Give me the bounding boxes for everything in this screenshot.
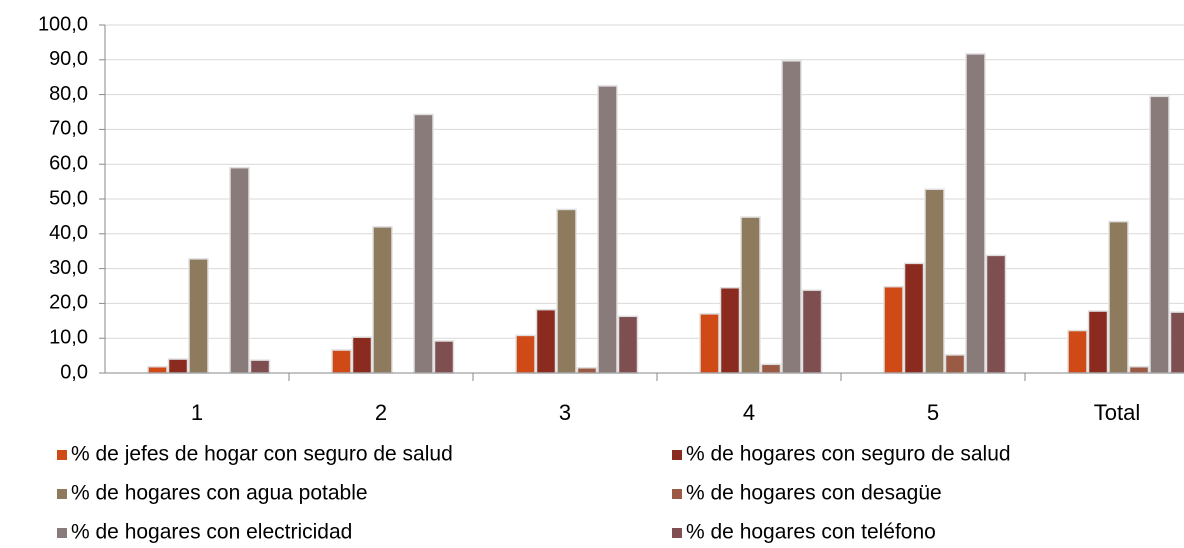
bar [617, 315, 639, 374]
legend-swatch [672, 489, 682, 499]
bar [719, 286, 741, 374]
bar [167, 358, 189, 374]
bar [760, 363, 782, 374]
y-tick-label: 70,0 [49, 118, 88, 140]
bar [372, 226, 393, 374]
legend-label: % de hogares con seguro de salud [686, 443, 1011, 466]
bar [147, 365, 168, 374]
bar [597, 85, 618, 374]
bar [229, 166, 250, 374]
y-tick-label: 40,0 [49, 222, 88, 244]
bar [1169, 311, 1184, 374]
bar [699, 313, 720, 374]
bar [249, 359, 271, 374]
bar [1067, 329, 1088, 374]
bar [515, 334, 536, 374]
x-tick-label: 5 [927, 400, 939, 425]
legend-label: % de jefes de hogar con seguro de salud [71, 443, 453, 466]
x-tick-label: Total [1094, 400, 1140, 425]
bar [883, 285, 904, 374]
bar [1149, 95, 1170, 374]
bar [924, 188, 945, 374]
bar [188, 258, 209, 374]
y-tick-label: 50,0 [49, 187, 88, 209]
x-tick-label: 1 [191, 400, 203, 425]
bar [331, 349, 352, 374]
y-tick-label: 0,0 [60, 361, 88, 383]
bar [781, 60, 802, 374]
bar [985, 254, 1007, 374]
y-tick-label: 10,0 [49, 326, 88, 348]
bar [1108, 220, 1129, 374]
bar [965, 53, 986, 374]
y-tick-label: 20,0 [49, 292, 88, 314]
bar [556, 208, 577, 374]
bar [1087, 310, 1109, 374]
x-tick-label: 4 [743, 400, 755, 425]
bar [740, 216, 761, 374]
bar [351, 336, 373, 374]
bar [535, 308, 557, 374]
y-tick-label: 80,0 [49, 83, 88, 105]
bar [944, 354, 966, 374]
bar [1128, 365, 1150, 374]
legend-swatch [57, 528, 67, 538]
bar [413, 113, 434, 374]
bar [801, 289, 823, 374]
x-tick-label: 3 [559, 400, 571, 425]
y-tick-label: 100,0 [38, 13, 88, 35]
legend-label: % de hogares con teléfono [686, 521, 936, 544]
legend-label: % de hogares con agua potable [71, 482, 368, 505]
y-tick-label: 30,0 [49, 257, 88, 279]
legend-swatch [672, 528, 682, 538]
bar [903, 262, 925, 374]
legend-label: % de hogares con desagüe [686, 482, 942, 505]
legend-swatch [672, 450, 682, 460]
bar [576, 367, 598, 374]
bar [433, 340, 455, 374]
legend-label: % de hogares con electricidad [71, 521, 352, 544]
legend-swatch [57, 450, 67, 460]
y-tick-label: 90,0 [49, 48, 88, 70]
y-tick-label: 60,0 [49, 152, 88, 174]
x-tick-label: 2 [375, 400, 387, 425]
legend-swatch [57, 489, 67, 499]
